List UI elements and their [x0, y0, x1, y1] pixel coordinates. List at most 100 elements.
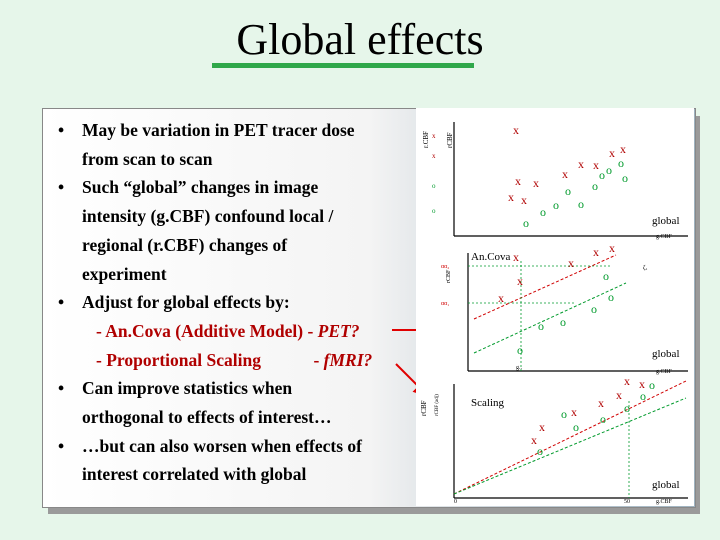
scatter-point-o: o [592, 179, 598, 193]
scatter-point-x: x [616, 388, 622, 402]
bullet-item-4: • Can improve statistics when orthogonal… [52, 374, 412, 431]
scatter-point-x: x [513, 123, 519, 137]
scatter-point-o: o [540, 205, 546, 219]
tick-label-1: αα₁ [441, 301, 449, 307]
bullet-item-5: • …but can also worsen when effects of i… [52, 432, 412, 489]
scatter-point-x: x [515, 174, 521, 188]
bullet-line: intensity (g.CBF) confound local / [82, 206, 334, 227]
scatter-point-x: x [593, 245, 599, 259]
zeta-label: ζ₁ [643, 264, 648, 271]
scatter-point-o: o [565, 184, 571, 198]
fit-line-o [453, 397, 687, 495]
x-label-global: global [652, 215, 680, 227]
scatter-point-o: o [553, 198, 559, 212]
svg-text:o: o [432, 182, 436, 190]
bullet-dot: • [58, 177, 65, 198]
scatter-point-x: x [568, 256, 574, 270]
svg-text:x: x [432, 132, 436, 140]
bullet-dot: • [58, 120, 65, 140]
scatter-point-x: x [562, 167, 568, 181]
sub-item-model: PET? [317, 320, 360, 341]
bullet-line: from scan to scan [82, 148, 213, 169]
scatter-point-o: o [640, 389, 646, 403]
bullet-line: experiment [82, 263, 167, 284]
bullet-dot: • [58, 378, 65, 399]
scatter-point-o: o [624, 401, 630, 415]
bullet-dot: • [58, 435, 65, 456]
scatter-point-o: o [560, 315, 566, 329]
bullet-list: • May be variation in PET tracer dose fr… [52, 116, 412, 489]
x-unit: g.CBF [656, 234, 673, 240]
fit-line-x [453, 380, 687, 495]
fit-line-x [473, 254, 617, 320]
panel-label: Scaling [471, 397, 504, 409]
bullet-line: regional (r.CBF) changes of [82, 234, 288, 255]
scatter-point-x: x [609, 241, 615, 255]
scatter-point-x: x [598, 396, 604, 410]
y-label: rCBF [446, 269, 452, 283]
scatter-point-o: o [561, 407, 567, 421]
scatter-point-x: x [609, 146, 615, 160]
g-label: g.. [516, 365, 523, 371]
scatter-point-x: x [539, 420, 545, 434]
x-tick-0: 0 [454, 499, 457, 505]
sub-item-text: - Proportional Scaling - [96, 349, 324, 370]
bullet-item-3: • Adjust for global effects by: [52, 288, 412, 317]
scatter-point-x: x [513, 250, 519, 264]
panel-3: rCBF rCBF (adj) Scaling 0 50 global g.CB… [420, 374, 688, 505]
scatter-point-o: o [578, 197, 584, 211]
scatter-point-o: o [649, 378, 655, 392]
y-label-2: rCBF (adj) [435, 394, 440, 416]
scatter-point-o: o [599, 168, 605, 182]
sub-item-text: - An.Cova (Additive Model) - [96, 320, 318, 341]
x-tick-50: 50 [624, 499, 630, 505]
bullet-line: Adjust for global effects by: [82, 292, 290, 313]
title-underline [212, 63, 474, 68]
bullet-item-2: • Such “global” changes in image intensi… [52, 173, 412, 288]
y-label: r.CBF [422, 131, 430, 148]
scatter-point-o: o [538, 319, 544, 333]
x-unit: g.CBF [656, 369, 673, 375]
scatter-point-o: o [608, 290, 614, 304]
scatter-point-o: o [591, 302, 597, 316]
bullet-dot: • [58, 292, 65, 313]
bullet-line: Such “global” changes in image [82, 177, 319, 198]
bullet-line: May be variation in PET tracer dose [82, 120, 355, 140]
x-label-global: global [652, 348, 680, 360]
fit-line-o [473, 282, 627, 354]
tick-label-2: αα₂ [441, 264, 449, 270]
scatter-point-x: x [517, 274, 523, 288]
panel-label: An.Cova [471, 251, 511, 263]
y-label-2: rCBF [446, 132, 454, 148]
bullet-line: orthogonal to effects of interest… [82, 407, 332, 428]
scatter-point-o: o [573, 420, 579, 434]
scatter-point-o: o [618, 156, 624, 170]
scatter-point-x: x [531, 433, 537, 447]
sub-item-scaling: - Proportional Scaling - fMRI? [52, 346, 412, 375]
scatter-point-o: o [603, 269, 609, 283]
scatter-point-x: x [498, 291, 504, 305]
scatter-point-x: x [624, 374, 630, 388]
mini-markers: x x o o [432, 132, 436, 215]
scatter-point-o: o [537, 444, 543, 458]
bullet-line: Can improve statistics when [82, 378, 293, 399]
bullet-line: …but can also worsen when effects of [82, 435, 362, 456]
scatter-point-x: x [508, 190, 514, 204]
scatter-point-o: o [606, 163, 612, 177]
scatter-point-o: o [517, 343, 523, 357]
scatter-point-x: x [620, 142, 626, 156]
bullet-line: interest correlated with global [82, 464, 307, 485]
scatter-point-x: x [578, 157, 584, 171]
scatter-point-x: x [593, 158, 599, 172]
svg-text:x: x [432, 152, 436, 160]
scatter-point-o: o [523, 216, 529, 230]
bullet-item-1: • May be variation in PET tracer dose fr… [52, 116, 412, 173]
y-label: rCBF [420, 400, 428, 416]
scatter-point-x: x [521, 193, 527, 207]
